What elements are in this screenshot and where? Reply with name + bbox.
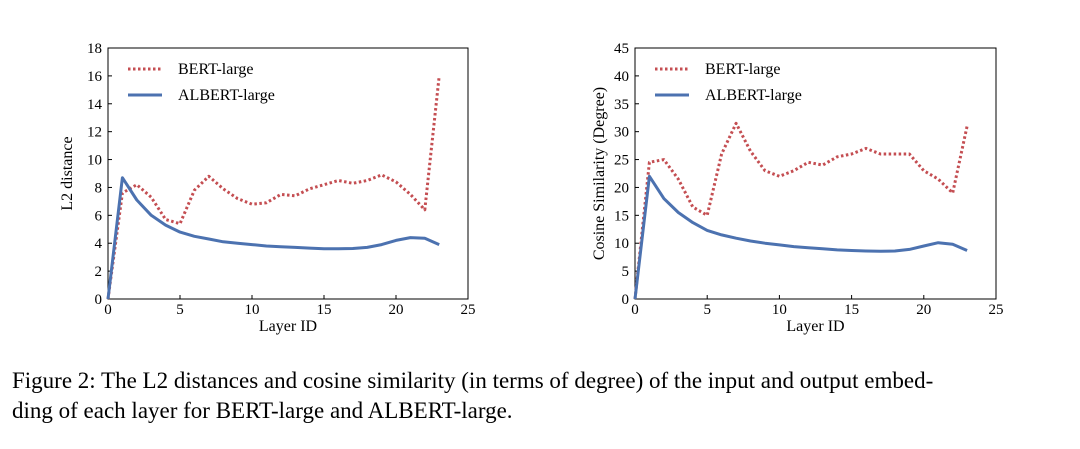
caption-line-2: ding of each layer for BERT-large and AL… [12, 398, 513, 423]
x-axis-label: Layer ID [786, 318, 844, 335]
y-tick-label: 45 [614, 41, 629, 57]
caption-line-1: Figure 2: The L2 distances and cosine si… [12, 368, 934, 393]
y-tick-label: 14 [87, 97, 103, 113]
x-tick-label: 0 [104, 302, 112, 318]
legend-label-albert-large: ALBERT-large [178, 87, 275, 104]
y-axis-label: L2 distance [59, 136, 76, 210]
plot-frame [634, 47, 997, 300]
y-tick-label: 0 [95, 292, 103, 308]
series-line-albert-large [106, 176, 440, 300]
legend-label-albert-large: ALBERT-large [705, 87, 802, 104]
y-tick-label: 30 [614, 125, 629, 141]
y-tick-label: 16 [87, 69, 103, 85]
y-tick-label: 10 [87, 153, 102, 169]
y-tick-label: 35 [614, 97, 629, 113]
figure-caption: Figure 2: The L2 distances and cosine si… [12, 366, 1072, 426]
y-tick-label: 8 [95, 180, 103, 196]
x-tick-label: 10 [772, 302, 787, 318]
series-line-bert-large [106, 75, 441, 300]
y-tick-label: 20 [614, 180, 629, 196]
y-tick-label: 12 [87, 125, 102, 141]
series-line-albert-large [633, 174, 968, 300]
y-tick-label: 18 [87, 41, 102, 57]
y-tick-label: 2 [95, 264, 103, 280]
x-tick-label: 5 [176, 302, 184, 318]
x-tick-label: 25 [989, 302, 1004, 318]
y-tick-label: 25 [614, 153, 629, 169]
x-tick-label: 20 [916, 302, 931, 318]
y-tick-label: 6 [95, 208, 103, 224]
cosine-similarity-chart: 0 5 10 15 20 25 0 5 10 15 20 25 30 35 40 45 Layer ID Cosi… [591, 41, 1004, 335]
series-line-bert-large [633, 121, 969, 300]
l2-distance-chart: 0 5 10 15 20 25 0 2 4 6 8 10 12 14 16 18 Layer ID L2 dist… [59, 41, 476, 335]
y-tick-label: 0 [622, 292, 630, 308]
y-tick-label: 15 [614, 208, 629, 224]
x-tick-label: 25 [461, 302, 476, 318]
y-tick-label: 5 [622, 264, 630, 280]
legend-label-bert-large: BERT-large [178, 61, 253, 78]
x-tick-label: 5 [703, 302, 711, 318]
x-axis-label: Layer ID [259, 318, 317, 335]
x-tick-label: 15 [317, 302, 332, 318]
legend-label-bert-large: BERT-large [705, 61, 780, 78]
x-tick-label: 15 [844, 302, 859, 318]
y-tick-label: 40 [614, 69, 629, 85]
y-tick-label: 4 [95, 236, 103, 252]
x-tick-label: 20 [389, 302, 404, 318]
x-tick-label: 10 [245, 302, 260, 318]
plot-frame [107, 47, 469, 300]
y-tick-label: 10 [614, 236, 629, 252]
y-axis-label: Cosine Similarity (Degree) [591, 87, 608, 260]
x-tick-label: 0 [631, 302, 639, 318]
